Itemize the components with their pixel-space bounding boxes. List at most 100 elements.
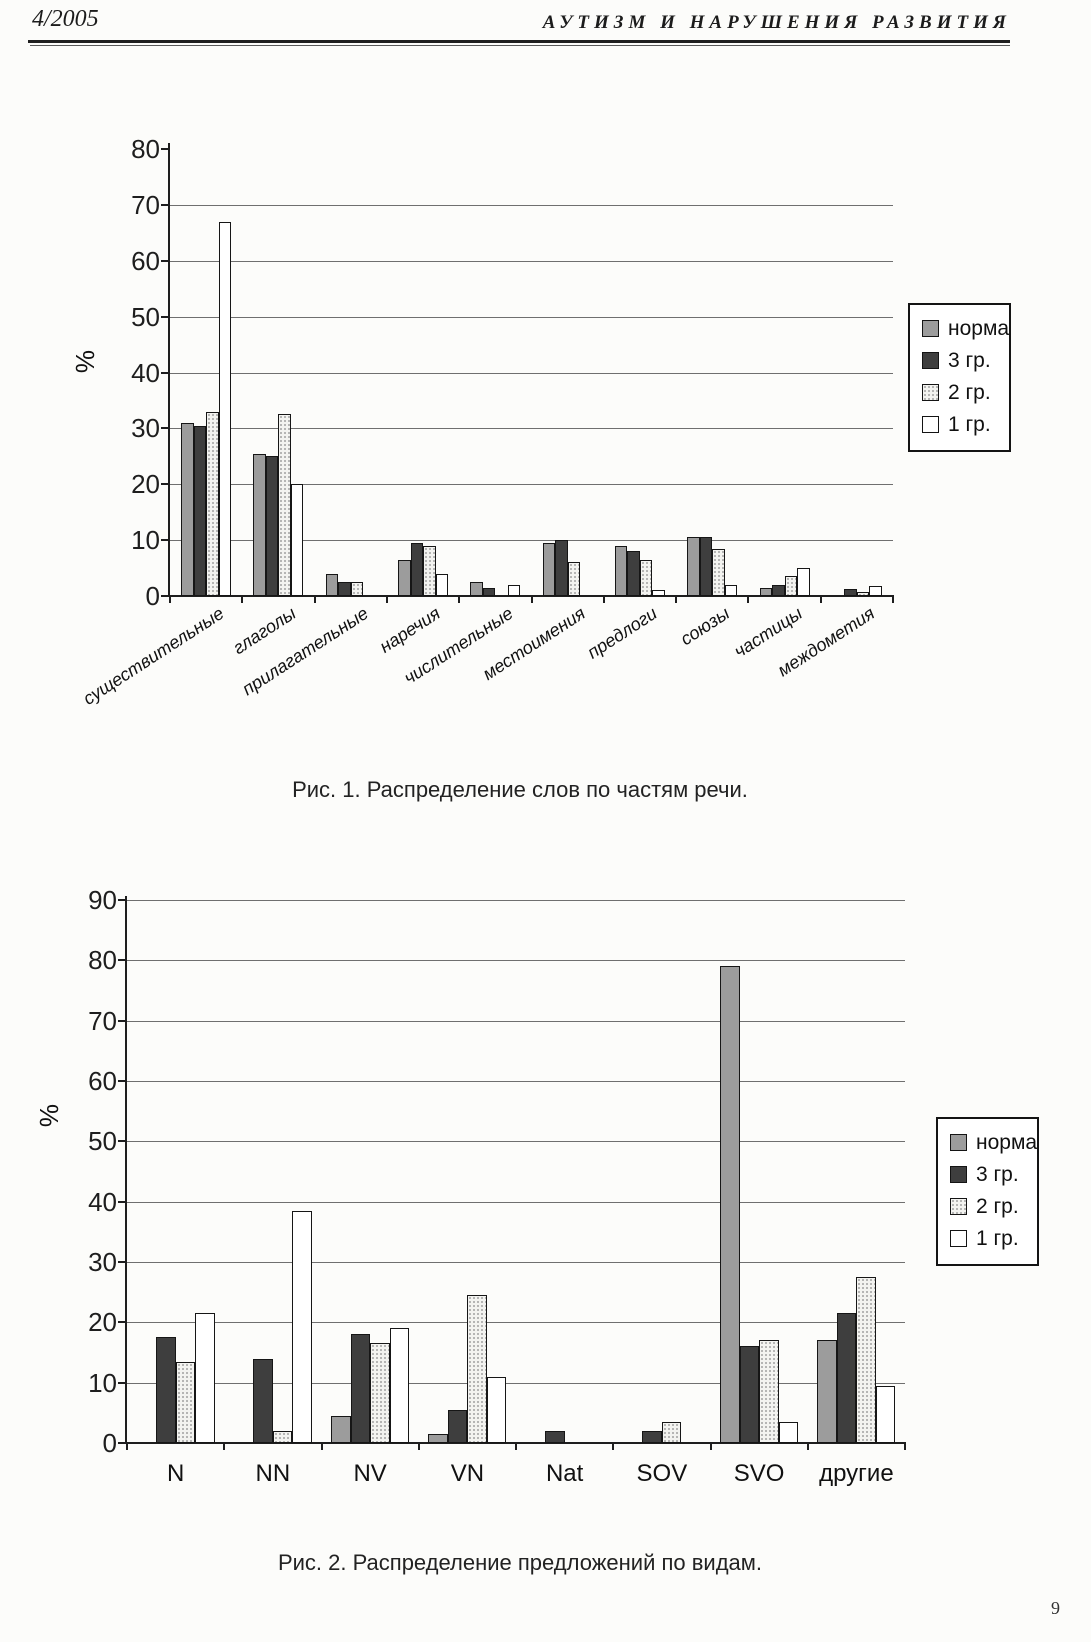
x-axis-tick <box>313 596 316 603</box>
bar-междометия-2 гр. <box>856 591 870 596</box>
y-axis-tick <box>161 371 170 374</box>
bar-NV-норма <box>331 1415 351 1443</box>
x-axis-tick <box>819 596 822 603</box>
bar-N-1 гр. <box>195 1313 215 1443</box>
y-tick-label: 60 <box>131 245 160 276</box>
y-axis-tick <box>161 315 170 318</box>
legend-label: 1 гр. <box>976 1227 1019 1250</box>
bar-наречия-2 гр. <box>423 545 436 596</box>
legend-item: 3 гр. <box>922 350 1003 371</box>
y-tick-label: 0 <box>145 581 160 611</box>
bar-союзы-1 гр. <box>724 584 738 596</box>
x-axis-tick <box>385 596 388 603</box>
header-rule-thin <box>30 45 1010 46</box>
x-axis-label: SOV <box>636 1460 688 1487</box>
legend-swatch <box>922 384 939 401</box>
bar-наречия-1 гр. <box>435 573 449 596</box>
gridline <box>170 484 893 486</box>
legend-item: норма <box>922 318 1009 339</box>
legend-box: норма 3 гр. 2 гр. 1 гр. <box>908 303 1011 452</box>
y-axis-tick <box>118 899 127 902</box>
y-tick-label: 80 <box>88 945 117 976</box>
y-tick-label: 10 <box>88 1367 117 1398</box>
x-axis-tick <box>530 596 533 603</box>
x-axis-tick <box>223 1443 226 1450</box>
bar-SVO-1 гр. <box>778 1421 799 1443</box>
bar-глаголы-2 гр. <box>278 414 291 596</box>
legend-swatch <box>950 1134 967 1151</box>
bar-глаголы-норма <box>253 453 266 596</box>
y-axis <box>168 143 170 597</box>
legend-label: 3 гр. <box>948 349 991 372</box>
bar-частицы-1 гр. <box>797 568 810 596</box>
bar-местоимения-2 гр. <box>567 562 581 596</box>
bar-SVO-2 гр. <box>759 1340 779 1443</box>
gridline <box>127 1081 905 1083</box>
gridline <box>170 428 893 430</box>
bar-существительные-норма <box>181 422 194 596</box>
legend-item: 2 гр. <box>950 1196 1031 1217</box>
bar-NV-2 гр. <box>370 1343 390 1443</box>
bar-числительные-1 гр. <box>507 584 521 596</box>
bar-SVO-3 гр. <box>739 1346 760 1443</box>
legend-label: 1 гр. <box>948 413 991 436</box>
y-tick-label: 30 <box>88 1247 117 1277</box>
y-axis-unit-label: % <box>34 1103 65 1128</box>
legend-label: норма <box>948 317 1010 340</box>
y-tick-label: 20 <box>131 469 160 500</box>
y-axis-tick <box>118 1442 127 1444</box>
x-axis-tick <box>458 596 461 603</box>
bar-союзы-3 гр. <box>699 537 713 596</box>
gridline <box>127 900 905 902</box>
legend-swatch <box>950 1230 967 1247</box>
x-axis-label: другие <box>819 1460 894 1487</box>
figure-2-caption: Рис. 2. Распределение предложений по вид… <box>277 1550 763 1575</box>
bar-предлоги-норма <box>614 545 628 596</box>
bar-союзы-2 гр. <box>712 548 725 596</box>
bar-глаголы-1 гр. <box>290 484 304 596</box>
y-axis <box>125 896 127 1444</box>
x-axis-label: Nat <box>545 1460 584 1487</box>
legend-swatch <box>950 1166 967 1183</box>
bar-другие-норма <box>817 1340 837 1443</box>
bar-другие-2 гр. <box>856 1277 876 1443</box>
bar-числительные-норма <box>470 582 483 596</box>
x-axis-label: SVO <box>733 1460 785 1487</box>
y-tick-label: 50 <box>131 301 160 332</box>
gridline <box>170 204 893 206</box>
gridline <box>127 960 905 962</box>
y-tick-label: 80 <box>131 134 160 164</box>
x-axis-tick <box>417 1443 420 1450</box>
legend-item: 3 гр. <box>950 1164 1031 1185</box>
y-axis-tick <box>161 595 170 597</box>
y-tick-label: 10 <box>131 525 160 556</box>
page-number: 9 <box>1051 1598 1060 1618</box>
x-axis-tick <box>241 596 244 603</box>
legend-item: 1 гр. <box>950 1228 1031 1249</box>
y-tick-label: 40 <box>88 1186 117 1217</box>
y-tick-label: 40 <box>131 357 160 388</box>
bar-VN-норма <box>428 1433 448 1443</box>
bar-междометия-1 гр. <box>869 585 882 596</box>
bar-VN-3 гр. <box>447 1409 468 1443</box>
legend-swatch <box>922 416 939 433</box>
legend-item: 2 гр. <box>922 382 1003 403</box>
y-tick-label: 0 <box>102 1428 117 1458</box>
x-axis-tick <box>904 1443 906 1450</box>
bar-NN-2 гр. <box>272 1430 293 1443</box>
bar-NV-1 гр. <box>389 1328 410 1443</box>
legend-swatch <box>950 1198 967 1215</box>
gridline <box>127 1141 905 1143</box>
y-axis-tick <box>118 1019 127 1022</box>
bar-прилагательные-норма <box>325 573 339 596</box>
bar-NV-3 гр. <box>350 1334 371 1443</box>
y-tick-label: 20 <box>88 1307 117 1338</box>
x-axis-tick <box>675 596 678 603</box>
x-axis-label: VN <box>450 1460 485 1487</box>
legend-label: 2 гр. <box>976 1195 1019 1218</box>
figure-1-caption: Рис. 1. Распределение слов по частям реч… <box>292 777 748 802</box>
bar-VN-2 гр. <box>467 1295 487 1443</box>
